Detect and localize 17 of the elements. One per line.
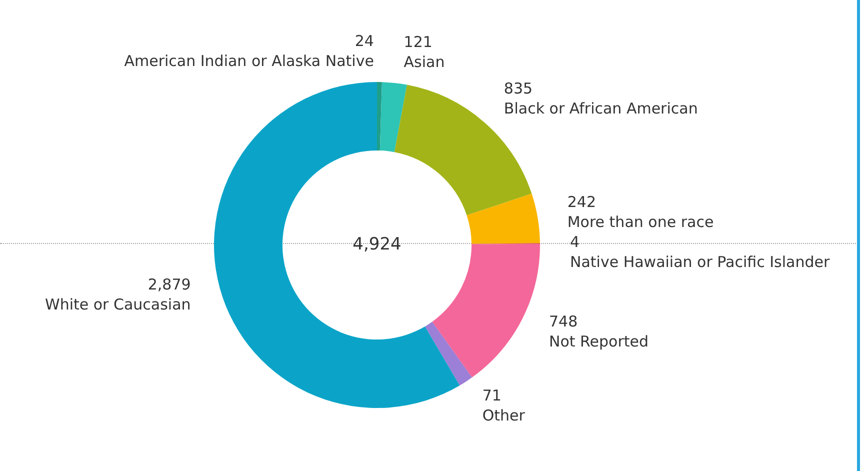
data-label: 242 — [567, 193, 596, 212]
data-label: 748 — [549, 312, 578, 330]
slice-label: American Indian or Alaska Native — [124, 52, 374, 70]
slice-label: More than one race — [567, 213, 714, 232]
slice-label: Other — [482, 406, 526, 425]
data-label: 24 — [354, 32, 374, 50]
slice-label: White or Caucasian — [44, 296, 191, 314]
data-label: 4 — [570, 233, 580, 252]
slice-label: Not Reported — [549, 332, 649, 350]
data-label: 835 — [504, 80, 533, 98]
slice-label: Native Hawaiian or Pacific Islander — [570, 253, 830, 272]
slice-label: Asian — [404, 53, 445, 72]
data-label: 2,879 — [148, 276, 191, 294]
data-label: 121 — [404, 33, 432, 52]
slice-label: Black or African American — [504, 100, 698, 118]
data-label: 71 — [482, 386, 502, 405]
text: 4,924 — [352, 234, 402, 254]
